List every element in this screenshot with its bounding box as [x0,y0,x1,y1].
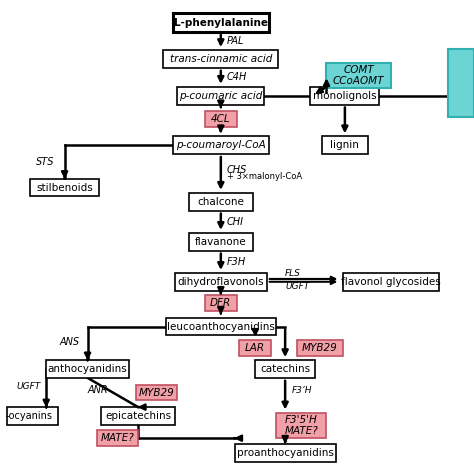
FancyBboxPatch shape [297,340,343,356]
Text: ANR: ANR [88,385,108,395]
Text: ANS: ANS [59,337,79,346]
FancyBboxPatch shape [97,430,138,446]
Text: F3H: F3H [227,256,246,266]
FancyBboxPatch shape [7,407,58,425]
FancyBboxPatch shape [322,136,368,154]
Text: 4CL: 4CL [211,114,231,124]
Text: LAR: LAR [245,343,265,353]
Text: F3'5'H: F3'5'H [285,415,318,425]
Text: CHS: CHS [227,164,247,174]
FancyBboxPatch shape [173,13,269,32]
FancyBboxPatch shape [448,48,474,117]
Text: monolignols: monolignols [313,91,377,100]
Text: stilbenoids: stilbenoids [36,182,93,192]
FancyBboxPatch shape [173,136,269,154]
Text: proanthocyanidins: proanthocyanidins [237,448,334,458]
Text: lignin: lignin [330,140,359,150]
FancyBboxPatch shape [175,273,267,291]
Text: chalcone: chalcone [197,197,244,207]
Text: catechins: catechins [260,364,310,374]
FancyBboxPatch shape [189,193,253,210]
FancyBboxPatch shape [255,360,315,378]
Text: trans-cinnamic acid: trans-cinnamic acid [170,54,272,64]
FancyBboxPatch shape [327,63,391,88]
FancyBboxPatch shape [177,87,264,105]
FancyBboxPatch shape [136,385,177,400]
FancyBboxPatch shape [205,111,237,127]
Text: COMT: COMT [343,65,374,75]
FancyBboxPatch shape [276,412,327,438]
Text: p-coumaroyl-CoA: p-coumaroyl-CoA [176,140,266,150]
Text: UGFT: UGFT [285,283,310,292]
Text: flavanone: flavanone [195,237,246,246]
Text: PAL: PAL [227,36,244,46]
Text: flavonol glycosides: flavonol glycosides [341,277,441,287]
Text: p-coumaric acid: p-coumaric acid [179,91,263,100]
FancyBboxPatch shape [30,179,99,197]
FancyBboxPatch shape [101,407,175,425]
FancyBboxPatch shape [343,273,439,291]
FancyBboxPatch shape [189,233,253,251]
FancyBboxPatch shape [205,295,237,311]
Text: epicatechins: epicatechins [105,411,171,421]
Text: STS: STS [36,156,55,166]
Text: CHI: CHI [227,217,244,227]
Text: MYB29: MYB29 [138,388,174,398]
Text: CCoAOMT: CCoAOMT [333,76,384,86]
Text: -ocyanins: -ocyanins [5,411,52,421]
Text: + 3×malonyl-CoA: + 3×malonyl-CoA [227,172,302,181]
FancyBboxPatch shape [235,444,336,462]
FancyBboxPatch shape [239,340,271,356]
FancyBboxPatch shape [310,87,379,105]
Text: MATE?: MATE? [284,426,318,436]
Text: UGFT: UGFT [16,383,41,392]
FancyBboxPatch shape [166,318,276,336]
Text: anthocyanidins: anthocyanidins [48,364,128,374]
Text: C4H: C4H [227,72,247,82]
FancyBboxPatch shape [46,360,129,378]
Text: DFR: DFR [210,298,231,308]
Text: leucoanthocyanidins: leucoanthocyanidins [167,321,275,331]
Text: L-phenylalanine: L-phenylalanine [174,18,268,27]
Text: F3’H: F3’H [292,386,312,395]
Text: MYB29: MYB29 [302,343,337,353]
Text: dihydroflavonols: dihydroflavonols [177,277,264,287]
Text: FLS: FLS [285,269,301,278]
Text: MATE?: MATE? [100,433,134,443]
FancyBboxPatch shape [164,50,278,68]
